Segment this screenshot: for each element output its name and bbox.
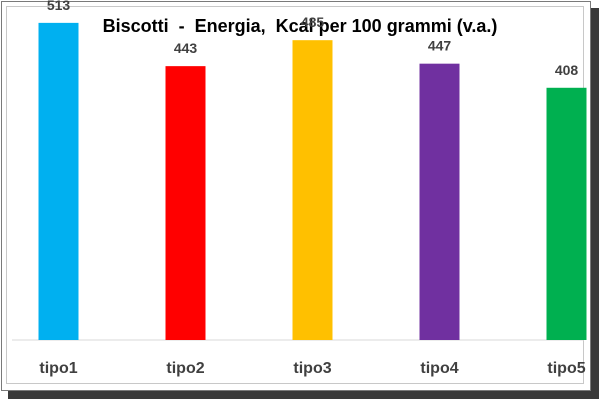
- bar-tipo2: [165, 66, 206, 341]
- frame-shadow-right: [591, 8, 599, 399]
- bars-group: [38, 22, 587, 341]
- category-label-tipo2: tipo2: [166, 360, 204, 377]
- value-labels-group: 513 443 485 447 408: [47, 0, 579, 78]
- chart-title: Biscotti - Energia, Kcal per 100 grammi …: [102, 16, 498, 36]
- value-label-tipo1: 513: [47, 0, 71, 13]
- bar-tipo5: [546, 87, 587, 340]
- value-label-tipo5: 408: [555, 62, 579, 78]
- frame-shadow-bottom: [8, 391, 599, 399]
- bar-tipo4: [419, 63, 460, 340]
- category-label-tipo5: tipo5: [547, 360, 585, 377]
- value-label-tipo3: 485: [301, 14, 325, 30]
- category-label-tipo1: tipo1: [39, 360, 77, 377]
- frame-outer-border: [1, 1, 591, 391]
- bar-tipo3: [292, 40, 333, 340]
- category-labels-group: tipo1 tipo2 tipo3 tipo4 tipo5: [39, 360, 585, 377]
- value-label-tipo4: 447: [428, 38, 452, 54]
- category-label-tipo3: tipo3: [293, 360, 331, 377]
- bar-tipo1: [38, 22, 79, 340]
- value-label-tipo2: 443: [174, 40, 198, 56]
- category-label-tipo4: tipo4: [420, 360, 458, 377]
